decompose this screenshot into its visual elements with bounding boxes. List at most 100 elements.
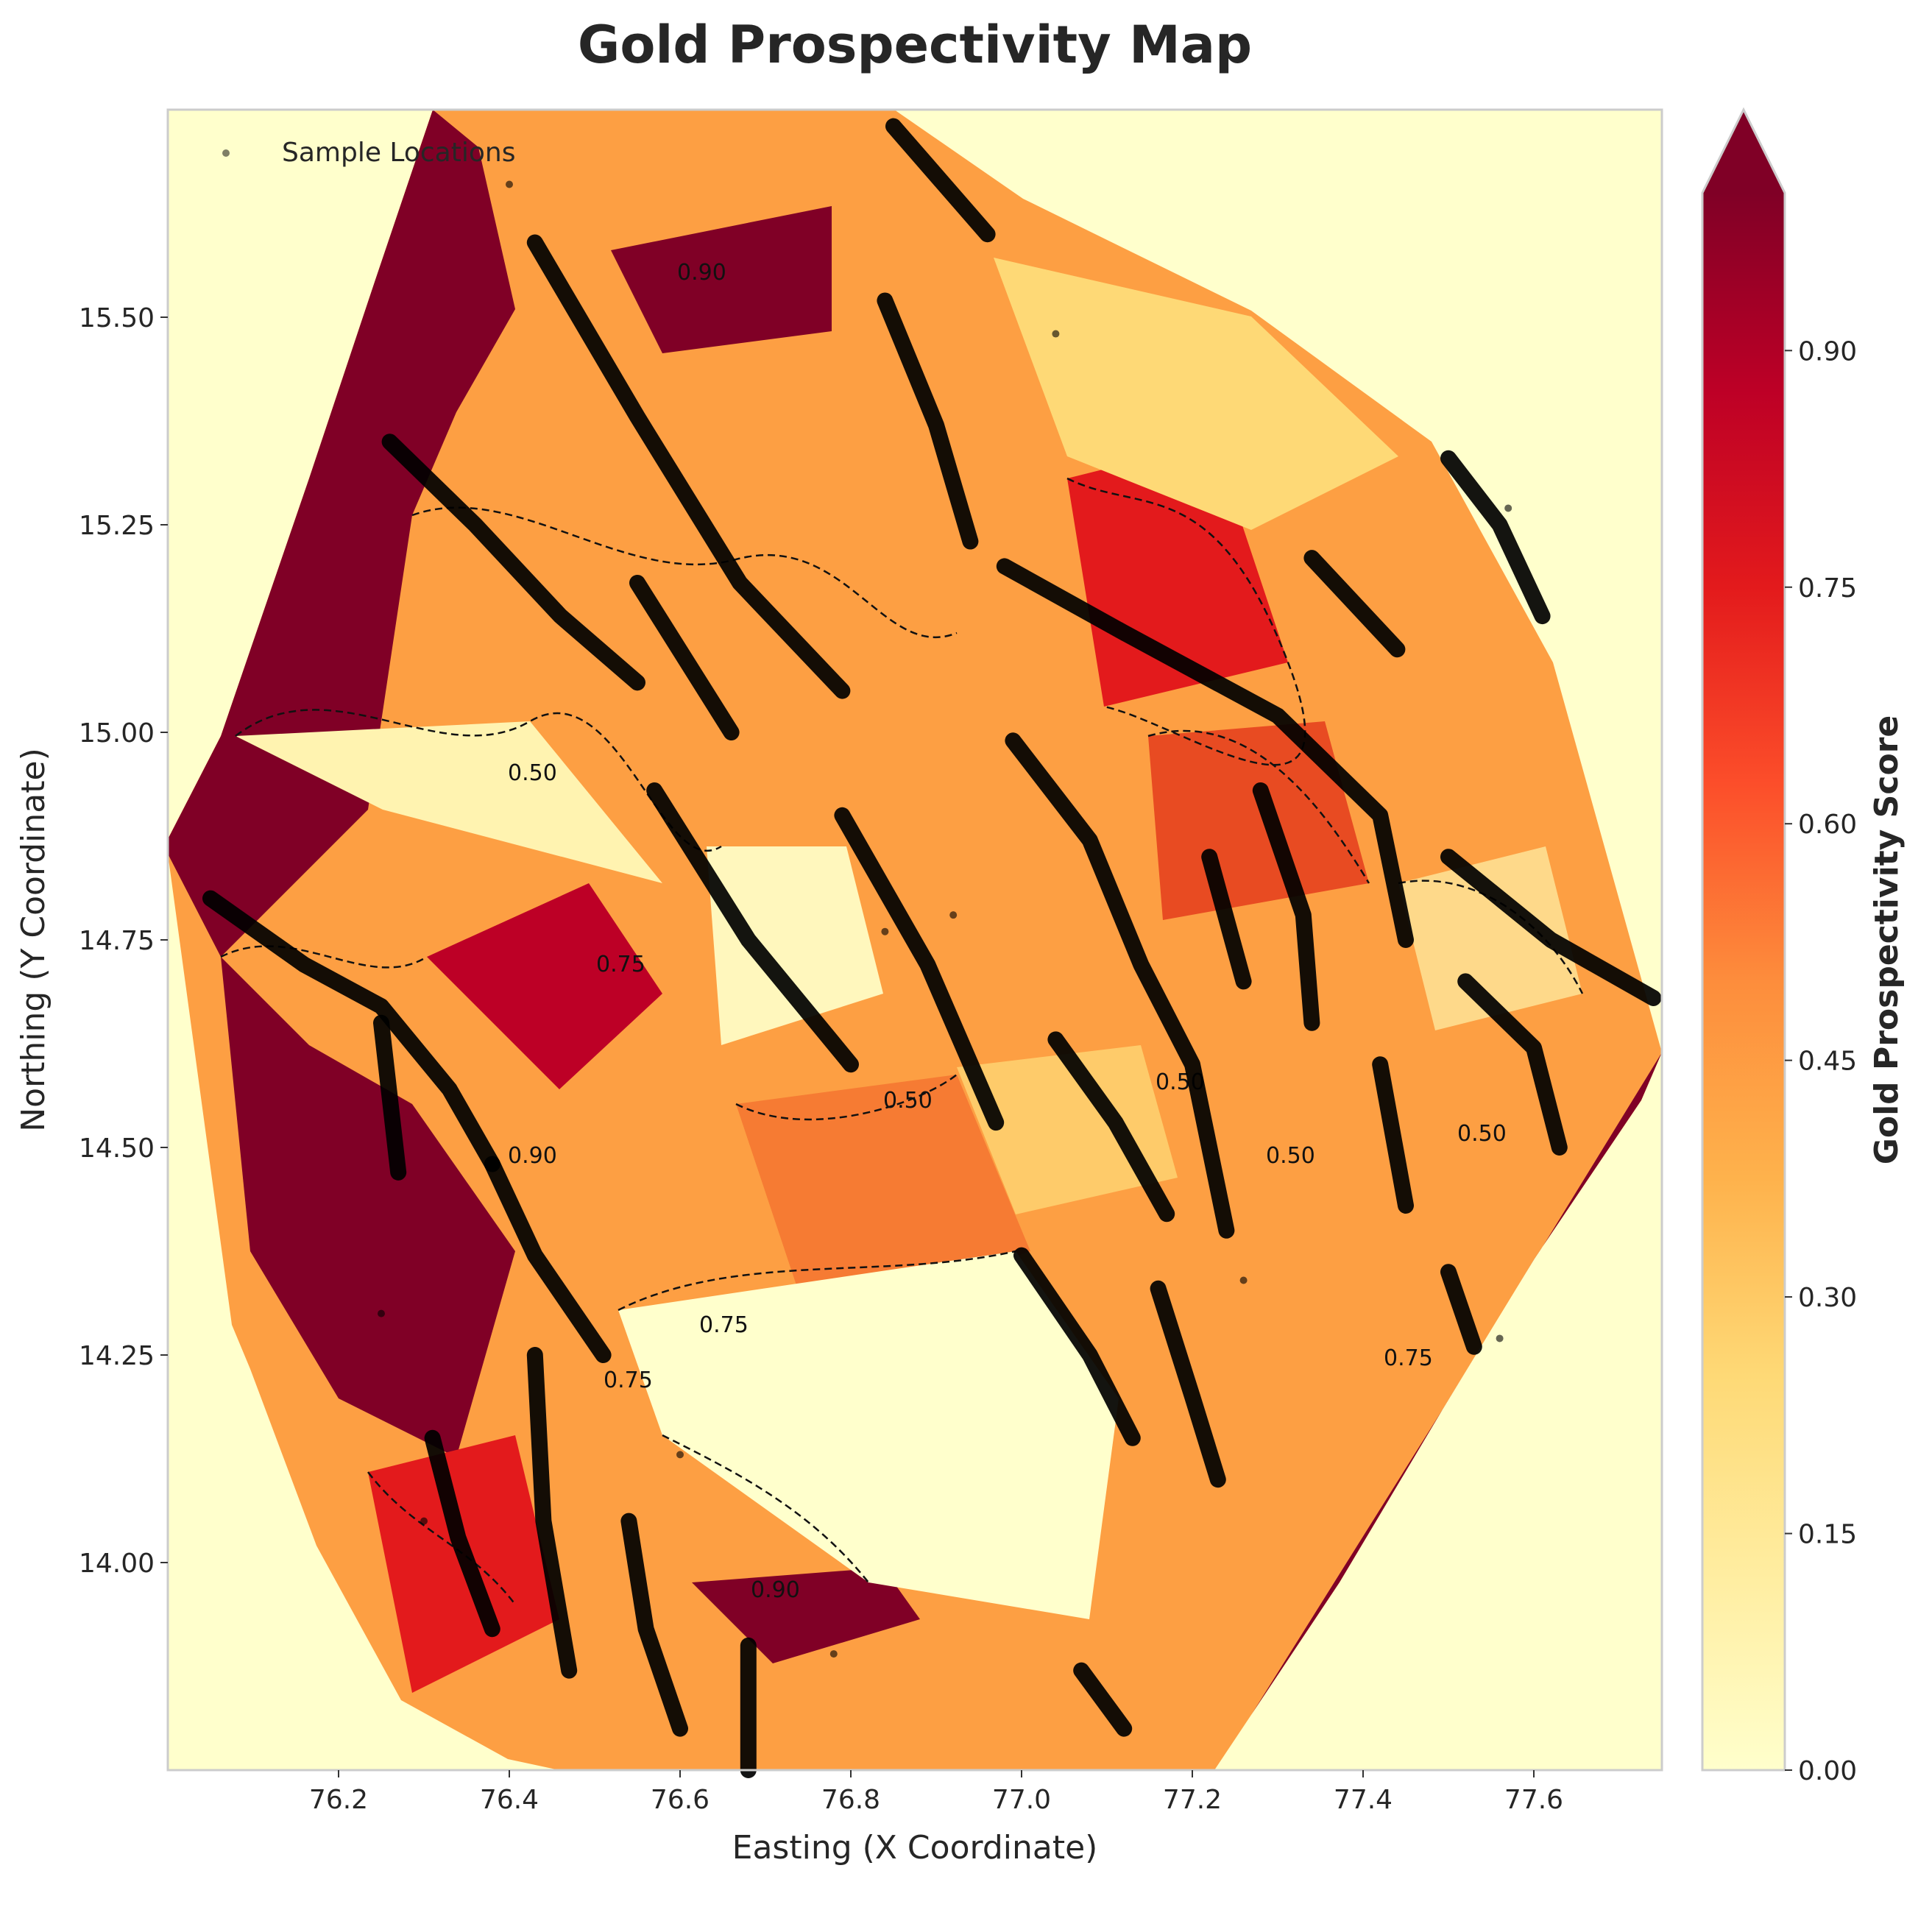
mid-zone-c <box>1148 721 1369 920</box>
contour-labels: 0.50 0.75 0.90 0.50 0.75 0.50 0.75 0.90 … <box>508 260 1507 1603</box>
y-tick-label: 14.75 <box>79 926 155 956</box>
colorbar-tick-label: 0.75 <box>1798 573 1857 604</box>
chart-title: Gold Prospectivity Map <box>578 15 1252 75</box>
contour-line <box>411 506 958 639</box>
sample-traverse <box>526 1347 578 1679</box>
colorbar-tick-label: 0.30 <box>1798 1283 1857 1313</box>
colorbar-ticks: 0.00 0.15 0.30 0.45 0.60 0.75 0.90 <box>1785 336 1857 1786</box>
sample-traverse <box>1150 1280 1226 1488</box>
sample-traverse <box>202 890 500 1172</box>
sample-traverse <box>381 434 645 691</box>
sample-traverse <box>646 782 859 1073</box>
x-tick-label: 77.4 <box>1334 1785 1393 1815</box>
low-zone-northeast <box>994 258 1398 530</box>
contour-line <box>662 1434 869 1583</box>
x-tick-label: 76.4 <box>480 1785 539 1815</box>
contour-label: 0.75 <box>604 1368 653 1393</box>
high-zone-north <box>611 206 832 353</box>
contour-line <box>1066 477 1306 766</box>
sample-traverse <box>424 1429 500 1638</box>
mid-zone-a <box>427 883 662 1089</box>
sample-traverse <box>1372 1056 1414 1214</box>
sample-traverse <box>834 807 1005 1131</box>
low-zone-southeast <box>957 1045 1178 1214</box>
high-zone-southwest <box>221 957 515 1457</box>
sample-traverse <box>373 1014 407 1181</box>
contour-label: 0.50 <box>883 1088 933 1114</box>
y-tick-label: 14.00 <box>79 1549 155 1579</box>
x-tick-label: 76.6 <box>651 1785 710 1815</box>
sample-traverse <box>1440 450 1551 625</box>
contour-line <box>367 1471 516 1605</box>
colorbar: 0.00 0.15 0.30 0.45 0.60 0.75 0.90 Gold Prospe… <box>1701 107 1906 1786</box>
contour-line <box>220 945 428 969</box>
colorbar-extend-arrow <box>1702 110 1785 193</box>
sample-point <box>1496 1334 1504 1342</box>
y-tick-label: 14.25 <box>79 1341 155 1371</box>
sample-point <box>881 927 889 935</box>
low-zone-east <box>1398 846 1582 1030</box>
sample-point <box>420 1517 428 1525</box>
sample-traverse <box>629 574 740 740</box>
sample-point <box>1052 330 1060 338</box>
x-tick-label: 77.2 <box>1163 1785 1222 1815</box>
contour-label: 0.75 <box>596 952 645 977</box>
sample-traverse <box>1252 782 1320 1031</box>
low-zone-center <box>707 846 883 1045</box>
legend: Sample Locations <box>222 138 515 168</box>
colorbar-tick-label: 0.15 <box>1798 1520 1857 1550</box>
x-tick-label: 77.6 <box>1504 1785 1563 1815</box>
sample-traverse <box>1201 849 1252 990</box>
contour-label: 0.50 <box>1266 1143 1315 1169</box>
contour-label: 0.50 <box>1457 1121 1507 1147</box>
x-tick-label: 77.0 <box>992 1785 1051 1815</box>
colorbar-tick-label: 0.90 <box>1798 336 1857 367</box>
contour-label: 0.90 <box>677 260 726 286</box>
contour-label: 0.50 <box>508 760 557 786</box>
colorbar-tick-label: 0.00 <box>1798 1756 1857 1786</box>
sample-point <box>829 1650 838 1658</box>
y-tick-label: 15.25 <box>79 511 155 541</box>
colorbar-frame <box>1701 107 1786 1772</box>
sample-point <box>676 1451 684 1459</box>
sample-traverse <box>877 292 979 550</box>
x-tick-label: 76.8 <box>821 1785 880 1815</box>
sample-point <box>1504 504 1512 512</box>
colorbar-tick-label: 0.60 <box>1798 810 1857 840</box>
contour-label: 0.75 <box>1384 1345 1433 1371</box>
contour-label: 0.90 <box>751 1577 800 1603</box>
legend-marker <box>222 149 230 157</box>
colorbar-label: Gold Prospectivity Score <box>1868 715 1906 1164</box>
low-zone-west <box>236 721 662 883</box>
sample-locations <box>202 118 1662 1778</box>
plot-area: 0.50 0.75 0.90 0.50 0.75 0.50 0.75 0.90 … <box>166 108 1663 1778</box>
sample-point <box>378 1309 385 1317</box>
colorbar-tick-label: 0.45 <box>1798 1047 1857 1077</box>
contour-line <box>1147 729 1370 884</box>
sample-point <box>1239 1276 1248 1284</box>
sample-point <box>949 911 958 919</box>
sample-traverse <box>1073 1662 1133 1737</box>
contour-label: 0.90 <box>508 1143 557 1169</box>
sample-traverse <box>1457 973 1568 1156</box>
x-tick-label: 76.2 <box>309 1785 368 1815</box>
y-tick-label: 15.50 <box>79 303 155 333</box>
low-zone-south <box>618 1251 1119 1619</box>
y-axis: 14.00 14.25 14.50 14.75 15.00 15.25 15.50 <box>79 303 168 1579</box>
y-axis-label: Northing (Y Coordinate) <box>15 748 52 1132</box>
sample-traverse <box>484 1156 612 1363</box>
y-tick-label: 15.00 <box>79 718 155 749</box>
sample-traverse <box>1013 1247 1141 1446</box>
sample-traverse <box>526 234 851 699</box>
sample-traverse <box>1005 732 1235 1239</box>
sample-point <box>506 180 513 188</box>
x-axis: 76.2 76.4 76.6 76.8 77.0 77.2 77.4 77.6 <box>309 1770 1563 1815</box>
sample-traverse <box>620 1513 688 1737</box>
x-axis-label: Easting (X Coordinate) <box>732 1829 1098 1867</box>
contour-line <box>618 1250 1016 1312</box>
y-tick-label: 14.50 <box>79 1133 155 1164</box>
sample-traverse <box>1303 550 1406 658</box>
sample-traverse <box>1440 1264 1482 1355</box>
sample-traverse <box>996 558 1414 948</box>
